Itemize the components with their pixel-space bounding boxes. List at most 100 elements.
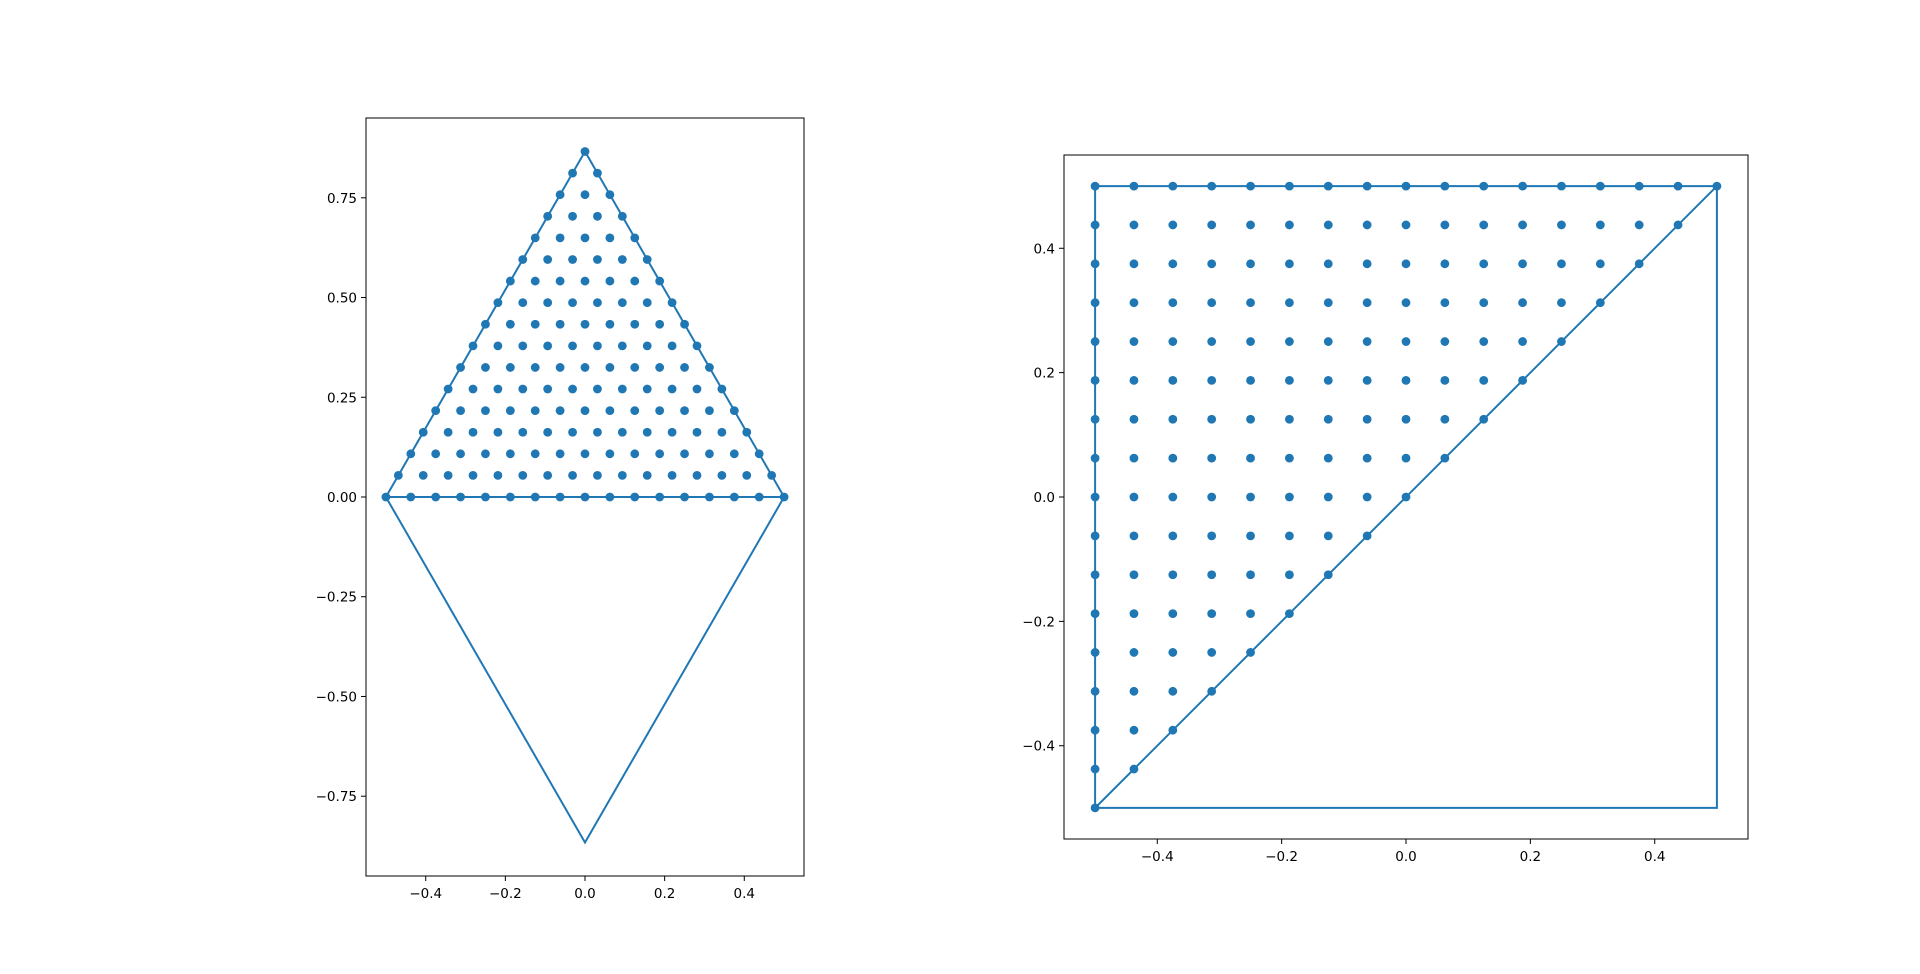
y-tick-label: −0.50 [316,689,357,705]
scatter-point [1129,337,1139,346]
scatter-point [630,406,640,416]
scatter-point [1401,220,1411,230]
scatter-point [1323,298,1333,308]
scatter-point [543,471,553,480]
scatter-point [1440,181,1450,191]
scatter-point [1362,492,1372,502]
right-chart: −0.4 −0.2 0.0 0.2 0.4 −0.4 −0.2 0.0 0.2 0.4 [1022,154,1749,865]
scatter-point [605,492,615,502]
scatter-point [1362,259,1372,269]
scatter-point [568,211,577,221]
scatter-point [555,276,565,286]
scatter-point [518,255,528,264]
scatter-point [605,190,615,200]
scatter-point [779,492,789,502]
scatter-point [1207,453,1217,463]
scatter-point [443,427,453,437]
scatter-point [1401,492,1411,502]
scatter-point [1362,298,1372,308]
scatter-point [1323,337,1333,346]
scatter-point [1207,609,1217,618]
scatter-point [456,406,465,416]
scatter-point [1518,181,1527,191]
scatter-point [1323,531,1333,541]
scatter-point [1362,414,1372,424]
scatter-point [580,276,590,286]
scatter-point [617,384,627,394]
scatter-point [568,298,577,308]
scatter-point [605,449,615,459]
scatter-point [1285,376,1294,385]
scatter-point [617,211,627,221]
right-chart-x-axis: −0.4 −0.2 0.0 0.2 0.4 [1141,839,1665,865]
scatter-point [605,363,615,372]
scatter-point [1090,259,1100,269]
scatter-point [1362,220,1372,230]
scatter-point [1129,648,1139,657]
scatter-point [468,341,478,351]
scatter-point [1401,414,1411,424]
scatter-point [1246,570,1255,580]
scatter-point [481,492,490,502]
scatter-point [505,449,515,459]
scatter-point [742,427,752,437]
scatter-point [1712,181,1722,191]
scatter-point [1246,298,1255,308]
scatter-point [580,147,590,156]
scatter-point [1207,648,1217,657]
scatter-point [555,233,565,243]
scatter-point [1285,453,1294,463]
scatter-point [617,427,627,437]
scatter-point [593,168,602,178]
scatter-point [1207,686,1217,696]
scatter-point [630,319,640,329]
scatter-point [1207,376,1217,385]
scatter-point [605,406,615,416]
y-tick-label: −0.2 [1022,614,1055,630]
scatter-point [1246,648,1255,657]
scatter-point [568,384,577,394]
scatter-point [605,276,615,286]
scatter-point [1246,414,1255,424]
scatter-point [1129,414,1139,424]
scatter-point [1246,181,1255,191]
scatter-point [1168,376,1178,385]
scatter-point [1479,298,1489,308]
scatter-point [1246,259,1255,269]
scatter-point [1440,453,1450,463]
scatter-point [1440,298,1450,308]
scatter-point [1168,414,1178,424]
scatter-point [518,471,528,480]
scatter-point [1401,453,1411,463]
scatter-point [555,449,565,459]
scatter-point [630,492,640,502]
scatter-point [493,341,503,351]
scatter-point [1090,298,1100,308]
scatter-point [617,341,627,351]
scatter-point [605,233,615,243]
scatter-point [705,492,714,502]
scatter-point [1323,414,1333,424]
scatter-point [418,427,428,437]
scatter-point [1246,492,1255,502]
scatter-point [1401,259,1411,269]
scatter-point [481,449,490,459]
scatter-point [505,319,515,329]
scatter-point [530,233,540,243]
scatter-point [692,341,702,351]
scatter-point [456,449,465,459]
scatter-point [1285,492,1294,502]
y-tick-label: 0.2 [1034,366,1055,382]
scatter-point [468,384,478,394]
scatter-point [667,341,677,351]
scatter-point [1285,531,1294,541]
scatter-point [593,471,602,480]
scatter-point [617,471,627,480]
scatter-point [1285,570,1294,580]
scatter-point [1518,337,1527,346]
scatter-point [1285,609,1294,618]
scatter-point [543,255,553,264]
scatter-point [692,384,702,394]
scatter-point [555,190,565,200]
scatter-point [1479,414,1489,424]
